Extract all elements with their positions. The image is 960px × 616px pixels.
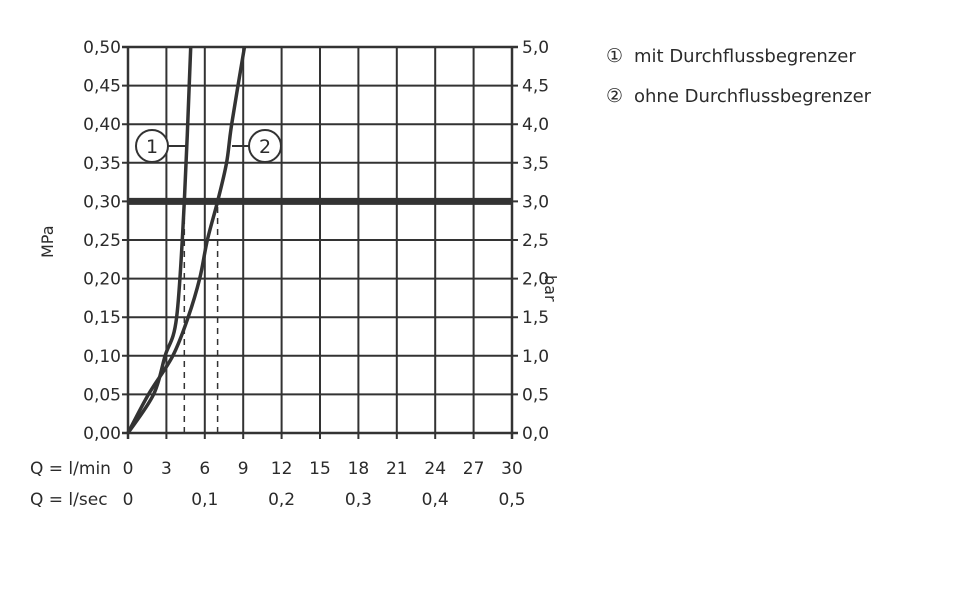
x-tick-label: 18 [348, 459, 370, 479]
x-secondary-tick-label: 0,4 [422, 490, 449, 510]
x-tick-label: 3 [161, 459, 172, 479]
y-secondary-tick-label: 3,0 [522, 192, 549, 212]
marker-circle-2 [248, 129, 282, 163]
y-secondary-tick-label: 0,0 [522, 424, 549, 444]
x-tick-label: 0 [123, 459, 134, 479]
y-secondary-tick-label: 2,5 [522, 231, 549, 251]
y-tick-label: 0,10 [83, 347, 121, 367]
x-tick-label: 6 [199, 459, 210, 479]
marker-label: 2 [259, 136, 271, 158]
legend-symbol-1: ① [606, 45, 623, 67]
tick-labels: 0 3 6 9 12 15 18 21 24 27 300 0,1 0,2 0,3 0,4 0,50,00 0,… [83, 38, 549, 510]
y-tick-label: 0,25 [83, 231, 121, 251]
x-secondary-tick-label: 0,2 [268, 490, 295, 510]
x-tick-label: 15 [309, 459, 331, 479]
y-tick-label: 0,35 [83, 154, 121, 174]
grid [122, 45, 518, 439]
y-secondary-tick-label: 1,0 [522, 347, 549, 367]
x-secondary-tick-label: 0 [123, 490, 134, 510]
legend-symbol-2: ② [606, 85, 623, 107]
x-axis-secondary-label: Q = l/sec [30, 490, 108, 510]
y-axis-secondary-label: bar [541, 275, 560, 302]
marker-circle-1 [135, 129, 169, 163]
x-tick-label: 24 [424, 459, 446, 479]
y-tick-label: 0,50 [83, 38, 121, 58]
y-tick-label: 0,40 [83, 115, 121, 135]
x-secondary-tick-label: 0,1 [191, 490, 218, 510]
y-secondary-tick-label: 4,0 [522, 115, 549, 135]
x-secondary-tick-label: 0,3 [345, 490, 372, 510]
legend-text-2: ohne Durchflussbegrenzer [634, 86, 872, 107]
series-line-2 [126, 46, 247, 434]
y-secondary-tick-label: 5,0 [522, 38, 549, 58]
y-tick-label: 0,00 [83, 424, 121, 444]
y-secondary-tick-label: 4,5 [522, 77, 549, 97]
y-tick-label: 0,15 [83, 308, 121, 328]
x-tick-label: 27 [463, 459, 485, 479]
x-tick-label: 21 [386, 459, 408, 479]
x-axis-label: Q = l/min [30, 459, 111, 479]
y-tick-label: 0,45 [83, 77, 121, 97]
y-tick-label: 0,20 [83, 270, 121, 290]
y-secondary-tick-label: 2,0 [522, 270, 549, 290]
marker-label: 1 [146, 136, 158, 158]
y-tick-label: 0,05 [83, 385, 121, 405]
y-secondary-tick-label: 1,5 [522, 308, 549, 328]
y-secondary-tick-label: 3,5 [522, 154, 549, 174]
x-tick-label: 30 [501, 459, 523, 479]
legend: ① mit Durchflussbegrenzer ② ohne Durchfl… [606, 45, 872, 107]
y-secondary-tick-label: 0,5 [522, 385, 549, 405]
x-tick-label: 9 [238, 459, 249, 479]
y-tick-label: 0,30 [83, 192, 121, 212]
x-tick-label: 12 [271, 459, 293, 479]
x-secondary-tick-label: 0,5 [498, 490, 525, 510]
series-line-1 [126, 46, 193, 434]
y-axis-label: MPa [38, 225, 57, 258]
legend-text-1: mit Durchflussbegrenzer [634, 46, 856, 67]
